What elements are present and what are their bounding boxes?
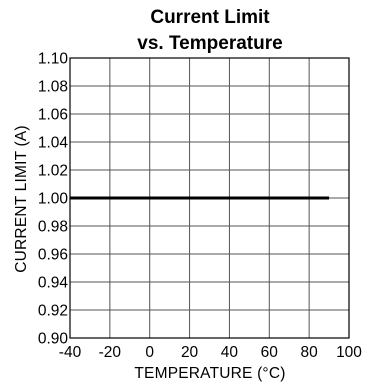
x-axis-title: TEMPERATURE (°C): [134, 365, 285, 382]
y-tick-labels: 0.90 0.92 0.94 0.96 0.98 1.00 1.02 1.04 1.06 1.08…: [38, 51, 69, 348]
y-tick-label: 0.92: [38, 303, 68, 320]
y-tick-label: 1.02: [38, 163, 68, 180]
y-tick-label: 1.04: [38, 135, 69, 152]
y-tick-label: 0.94: [38, 275, 69, 292]
x-tick-label: -40: [59, 344, 82, 361]
y-tick-label: 1.06: [38, 107, 68, 124]
y-tick-label: 0.96: [38, 247, 68, 264]
x-tick-label: 20: [181, 344, 199, 361]
chart-title-line-2: vs. Temperature: [137, 33, 282, 54]
x-tick-label: 60: [261, 344, 279, 361]
y-tick-label: 0.98: [38, 219, 68, 236]
x-tick-label: 40: [221, 344, 239, 361]
x-tick-label: 0: [145, 344, 154, 361]
x-tick-label: 100: [336, 344, 362, 361]
y-tick-label: 1.10: [38, 51, 69, 68]
chart-title-line-1: Current Limit: [150, 7, 270, 28]
y-tick-label: 1.00: [38, 191, 69, 208]
x-tick-label: -20: [99, 344, 122, 361]
y-tick-label: 1.08: [38, 79, 68, 96]
y-axis-title: CURRENT LIMIT (A): [13, 125, 30, 273]
x-tick-labels: -40 -20 0 20 40 60 80 100: [59, 344, 363, 361]
y-tick-label: 0.90: [38, 331, 69, 348]
x-tick-label: 80: [301, 344, 319, 361]
